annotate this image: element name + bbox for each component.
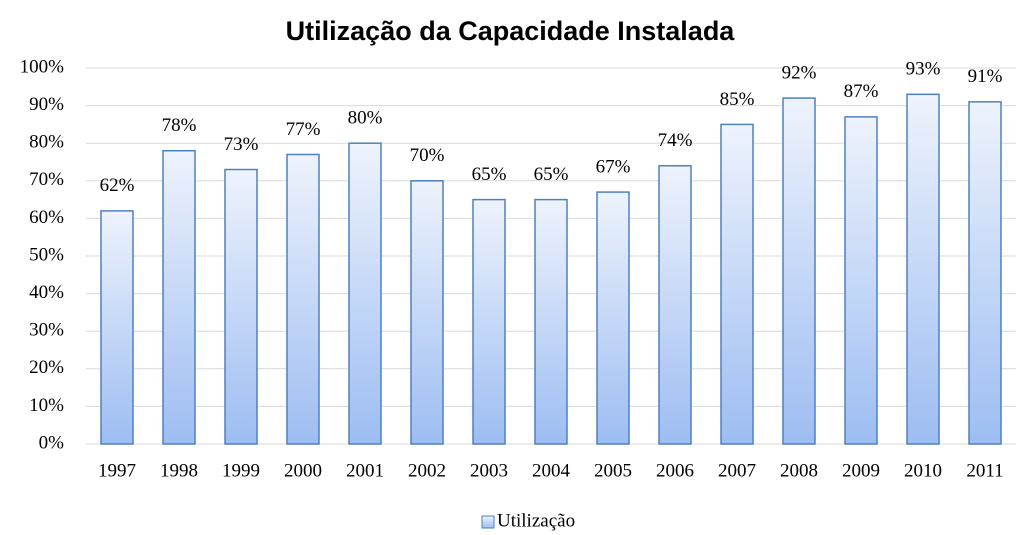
bar <box>348 142 382 445</box>
value-label: 80% <box>348 108 383 129</box>
value-label: 91% <box>968 66 1003 87</box>
bar <box>534 198 568 445</box>
x-tick-label: 2003 <box>470 460 508 481</box>
value-label: 70% <box>410 145 445 166</box>
legend-label: Utilização <box>497 510 575 531</box>
value-label: 78% <box>162 115 197 136</box>
value-label: 93% <box>906 59 941 80</box>
value-label: 87% <box>844 81 879 102</box>
bar <box>968 101 1002 445</box>
bar <box>844 116 878 445</box>
x-tick-label: 2006 <box>656 460 694 481</box>
value-label: 62% <box>100 175 135 196</box>
y-tick-label: 100% <box>20 56 65 77</box>
value-label: 85% <box>720 89 755 110</box>
bar <box>410 180 444 445</box>
y-tick-label: 90% <box>29 94 64 115</box>
x-tick-label: 2005 <box>594 460 632 481</box>
bar <box>162 149 196 445</box>
x-tick-label: 2007 <box>718 460 756 481</box>
x-tick-label: 2010 <box>904 460 942 481</box>
y-tick-label: 80% <box>29 132 64 153</box>
y-tick-label: 70% <box>29 169 64 190</box>
value-label: 74% <box>658 130 693 151</box>
bar <box>286 153 320 445</box>
y-tick-label: 50% <box>29 244 64 265</box>
x-tick-label: 2001 <box>346 460 384 481</box>
bar <box>658 165 692 445</box>
x-tick-label: 2008 <box>780 460 818 481</box>
value-label: 67% <box>596 156 631 177</box>
bar <box>472 198 506 445</box>
bar <box>782 97 816 445</box>
value-label: 77% <box>286 119 321 140</box>
x-tick-label: 2002 <box>408 460 446 481</box>
value-label: 92% <box>782 62 817 83</box>
bar <box>224 168 258 445</box>
bar <box>100 210 134 445</box>
y-tick-label: 40% <box>29 282 64 303</box>
bar <box>720 123 754 445</box>
x-tick-label: 2009 <box>842 460 880 481</box>
x-tick-label: 2000 <box>284 460 322 481</box>
value-label: 73% <box>224 134 259 155</box>
x-tick-label: 2004 <box>532 460 571 481</box>
y-tick-label: 10% <box>29 395 64 416</box>
bar <box>906 93 940 445</box>
x-tick-label: 1997 <box>98 460 136 481</box>
value-label: 65% <box>534 164 569 185</box>
value-label: 65% <box>472 164 507 185</box>
y-tick-label: 30% <box>29 320 64 341</box>
x-tick-label: 1999 <box>222 460 260 481</box>
legend-swatch <box>481 515 495 529</box>
bar <box>596 191 630 445</box>
chart-title: Utilização da Capacidade Instalada <box>286 16 736 46</box>
y-tick-label: 60% <box>29 207 64 228</box>
x-tick-label: 1998 <box>160 460 198 481</box>
y-tick-label: 0% <box>39 432 65 453</box>
y-tick-label: 20% <box>29 357 64 378</box>
x-tick-label: 2011 <box>966 460 1003 481</box>
